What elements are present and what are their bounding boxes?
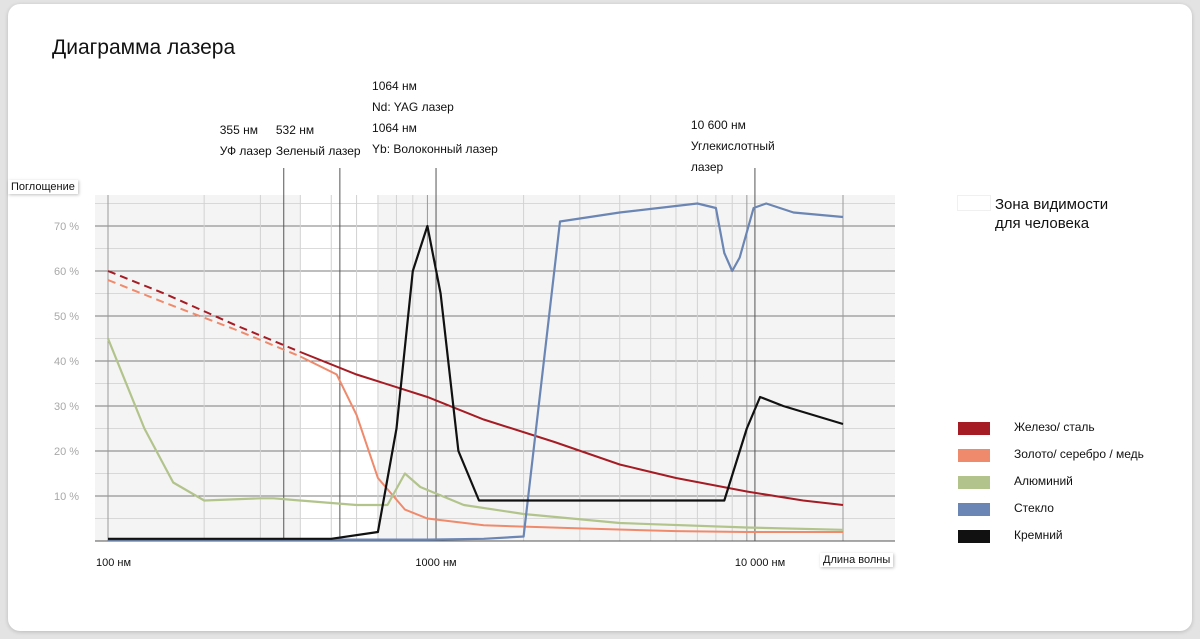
y-tick-label: 50 % <box>54 311 79 323</box>
series-line <box>299 355 843 533</box>
visible-zone-layer <box>95 195 895 541</box>
legend-swatch <box>958 503 990 516</box>
legend-swatch <box>958 530 990 543</box>
series-line <box>108 224 844 540</box>
laser-markers-layer: 355 нм УФ лазер 532 нм Зеленый лазер 1064 нм… <box>220 79 775 541</box>
legend-label: Кремний <box>1014 528 1063 542</box>
x-tick-label: 1000 нм <box>415 557 456 569</box>
x-tick-label: 100 нм <box>96 557 131 569</box>
visible-zone-label-line: для человека <box>995 215 1090 232</box>
series-line <box>108 202 844 541</box>
series-line-dashed <box>107 279 301 358</box>
laser-marker-label: 532 нм <box>276 123 314 137</box>
x-axis-label: Длина волны <box>820 553 894 567</box>
laser-marker-label: Углекислотный <box>691 139 775 153</box>
legend-item: Алюминий <box>958 474 1158 492</box>
laser-marker-label: лазер <box>691 160 724 174</box>
plot-background <box>95 195 895 541</box>
series-line <box>299 351 844 506</box>
visible-zone-label: Зона видимости для человека <box>995 195 1155 233</box>
legend-label: Алюминий <box>1014 474 1073 488</box>
x-tick-label: 10 000 нм <box>735 557 785 569</box>
laser-marker-label: 1064 нм <box>372 79 417 93</box>
legend-label: Стекло <box>1014 501 1054 515</box>
legend-swatch <box>958 449 990 462</box>
series-layer <box>106 202 844 541</box>
legend-item: Стекло <box>958 501 1158 519</box>
laser-marker-label: УФ лазер <box>220 144 272 158</box>
legend-swatch <box>958 476 990 489</box>
y-tick-label: 20 % <box>54 446 79 458</box>
tick-labels-layer: 10 % 20 % 30 % 40 % 50 % 60 % 70 % 100 нм 1000 н… <box>54 221 785 569</box>
grid-layer <box>95 195 895 542</box>
series-line <box>106 338 844 531</box>
visible-zone-swatch <box>958 196 990 210</box>
visible-zone-label-line: Зона видимости <box>995 196 1109 213</box>
laser-marker-label: 355 нм <box>220 123 258 137</box>
legend-item: Железо/ сталь <box>958 420 1158 438</box>
legend-label: Золото/ серебро / медь <box>1014 447 1144 461</box>
y-tick-label: 70 % <box>54 221 79 233</box>
laser-marker-label: Yb: Волоконный лазер <box>372 142 498 156</box>
y-tick-label: 30 % <box>54 401 79 413</box>
y-tick-label: 10 % <box>54 491 79 503</box>
laser-marker-label: 1064 нм <box>372 121 417 135</box>
legend-swatch <box>958 422 990 435</box>
laser-marker-label: Зеленый лазер <box>276 144 361 158</box>
laser-marker-label: 10 600 нм <box>691 118 746 132</box>
y-tick-label: 40 % <box>54 356 79 368</box>
legend-label: Железо/ сталь <box>1014 420 1095 434</box>
y-axis-label: Поглощение <box>8 180 78 194</box>
y-tick-label: 60 % <box>54 266 79 278</box>
chart-title: Диаграмма лазера <box>52 36 236 59</box>
legend-item: Кремний <box>958 528 1158 546</box>
legend-item: Золото/ серебро / медь <box>958 447 1158 465</box>
series-line-dashed <box>107 270 301 353</box>
laser-marker-label: Nd: YAG лазер <box>372 100 454 114</box>
